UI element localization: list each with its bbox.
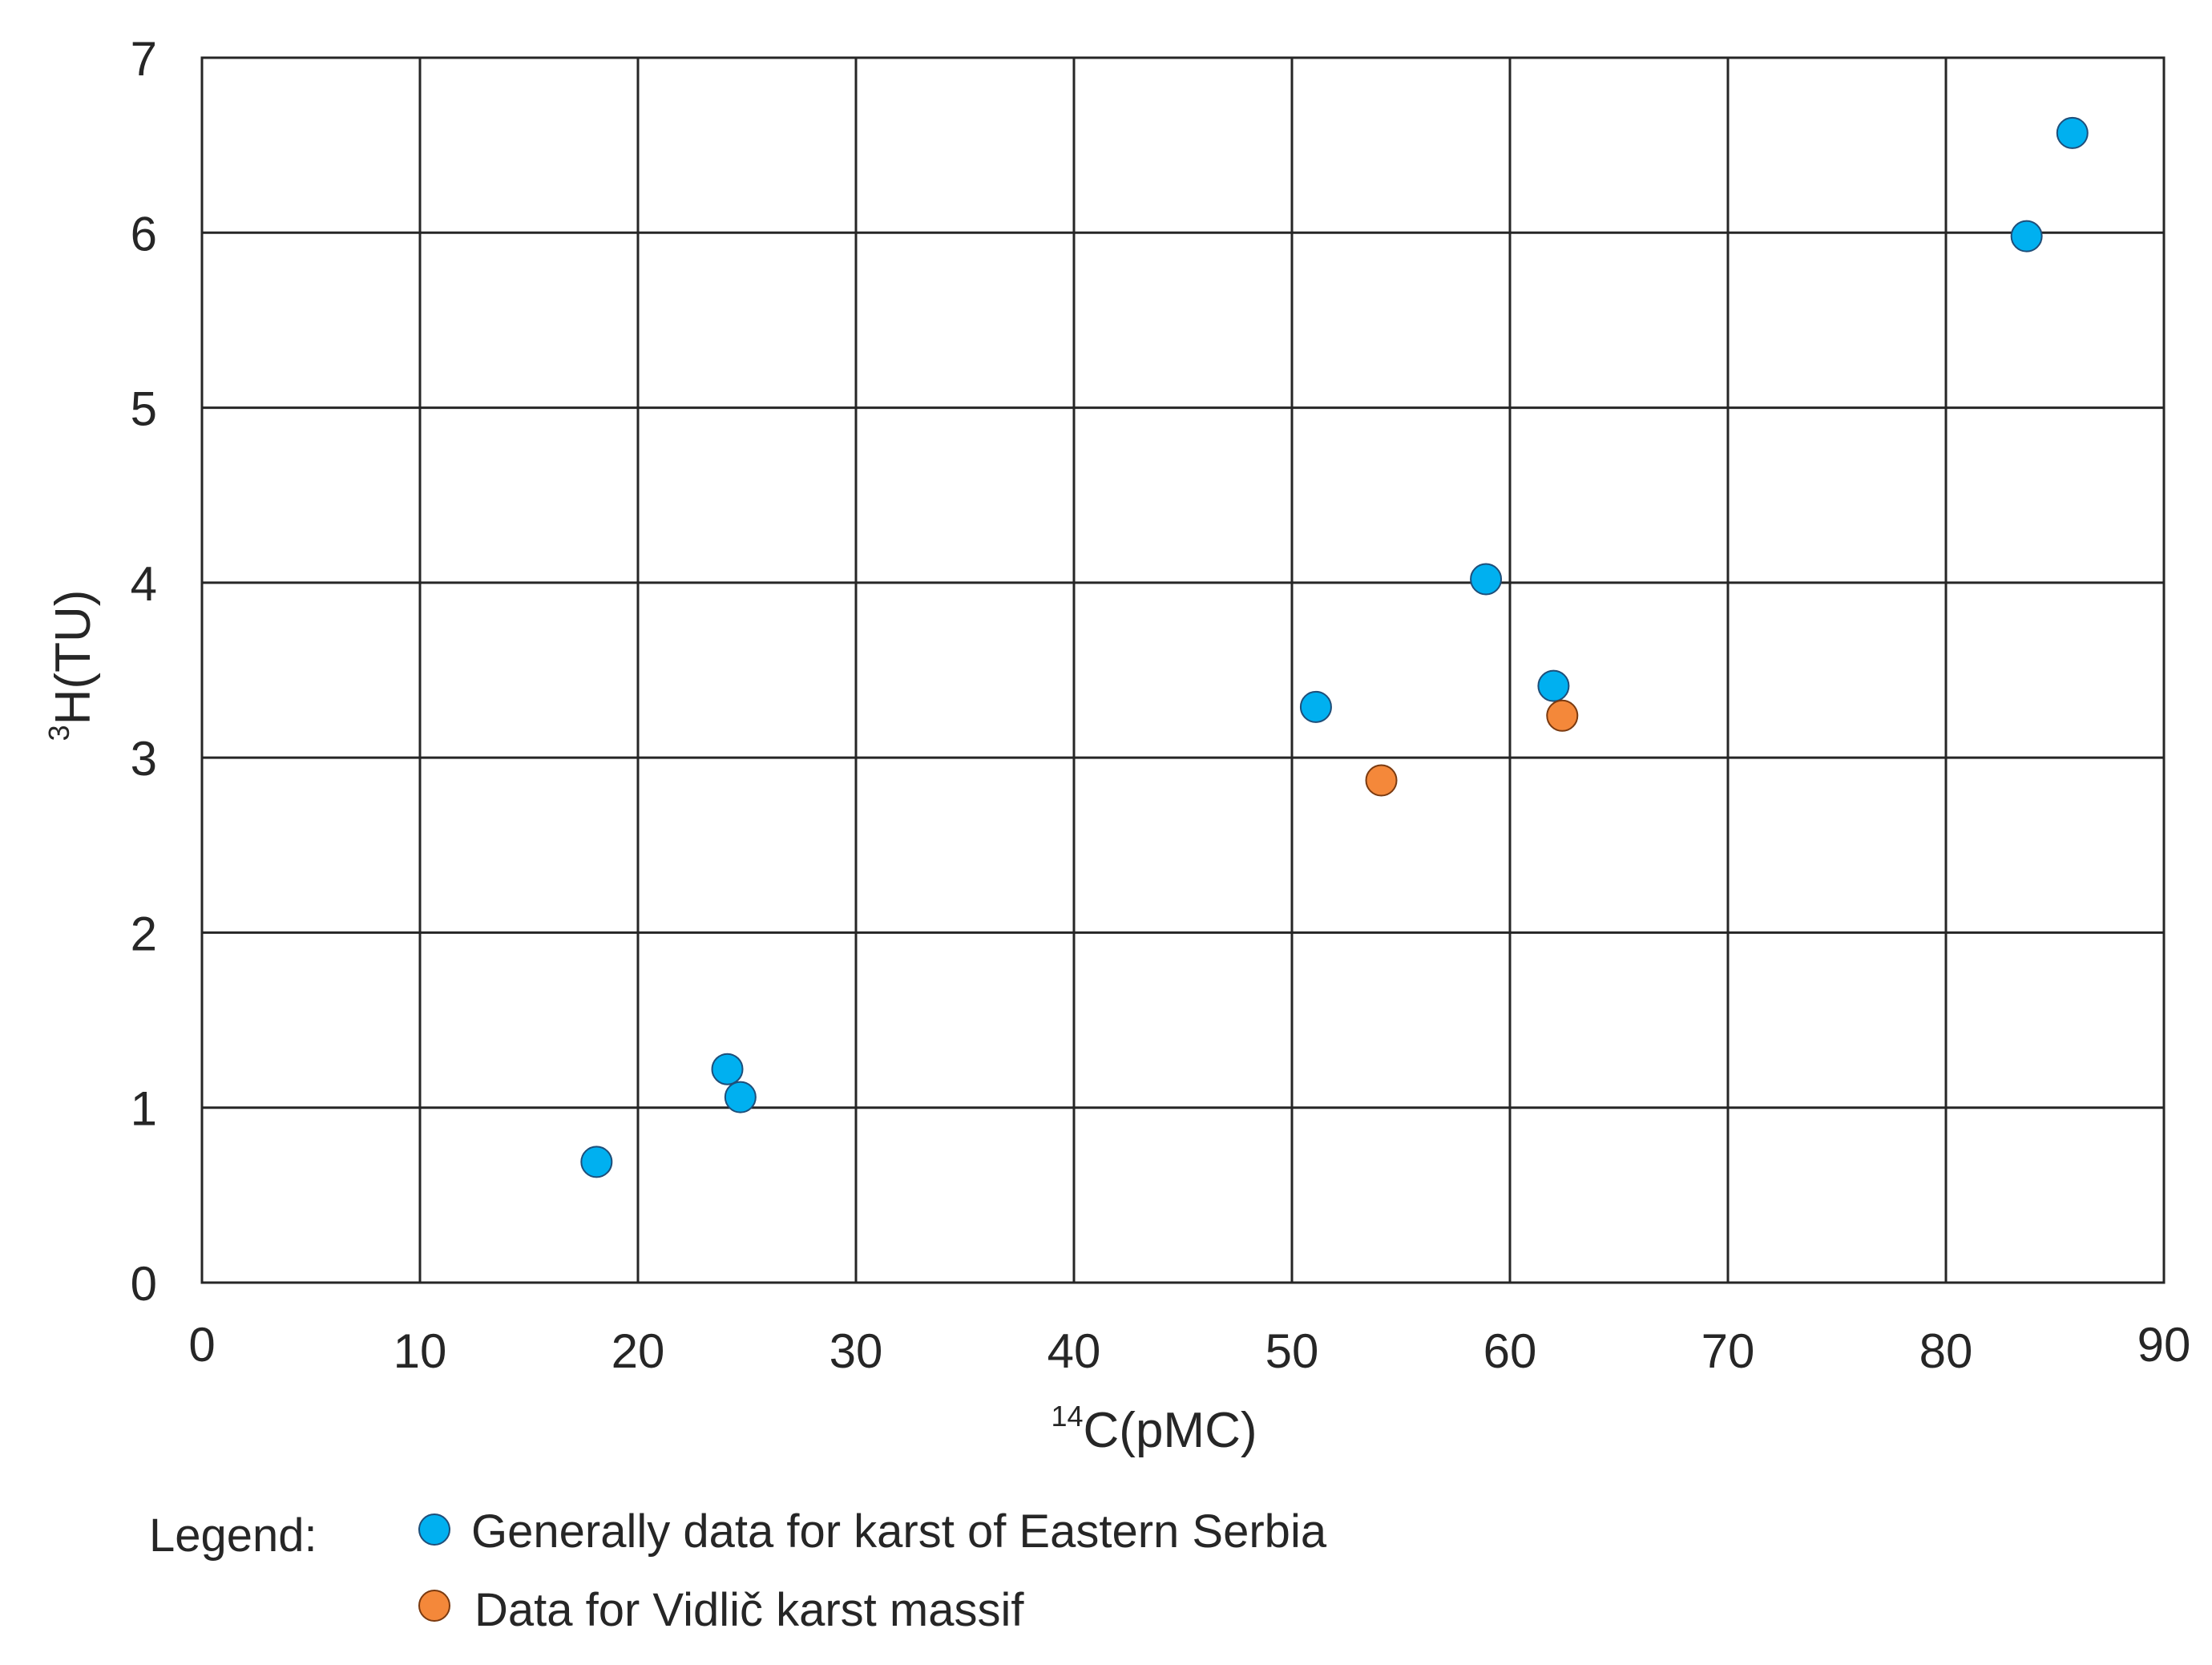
y-axis-label-superscript: 3	[42, 725, 75, 741]
y-tick-label: 2	[131, 907, 157, 960]
y-tick-label: 1	[131, 1082, 157, 1136]
x-tick-label: 80	[1919, 1324, 1973, 1378]
x-tick-label: 10	[394, 1324, 447, 1378]
x-tick-label: 20	[612, 1324, 665, 1378]
x-axis-ticks: 0 10 20 30 40 50 60 70 80 90	[188, 1318, 2190, 1378]
legend-marker-eastern-serbia	[418, 1513, 450, 1546]
data-point-series-0	[2010, 220, 2043, 253]
data-points	[580, 116, 2089, 1178]
data-point-series-1	[1365, 764, 1398, 797]
data-point-series-0	[711, 1053, 744, 1085]
x-axis-label-text: C(pMC)	[1084, 1403, 1257, 1458]
x-tick-label: 60	[1483, 1324, 1537, 1378]
x-axis-label: 14C(pMC)	[1051, 1400, 1257, 1458]
legend: Legend: Generally data for karst of East…	[149, 1505, 1327, 1636]
y-tick-label: 7	[131, 32, 157, 86]
y-tick-label: 3	[131, 732, 157, 786]
legend-title: Legend:	[149, 1509, 317, 1562]
grid-lines	[200, 56, 2166, 1284]
x-tick-label: 0	[188, 1318, 215, 1372]
legend-label-eastern-serbia: Generally data for karst of Eastern Serb…	[471, 1505, 1327, 1558]
x-axis-label-superscript: 14	[1051, 1400, 1083, 1433]
legend-marker-vidlic	[418, 1590, 450, 1622]
plot-frame	[200, 56, 2166, 1284]
data-point-series-0	[1299, 690, 1332, 723]
y-tick-label: 0	[131, 1257, 157, 1311]
y-tick-label: 4	[131, 557, 157, 611]
y-tick-label: 5	[131, 382, 157, 436]
data-point-series-0	[580, 1146, 613, 1178]
x-tick-label: 90	[2137, 1318, 2191, 1372]
y-axis-ticks: 0 1 2 3 4 5 6 7	[131, 32, 157, 1311]
data-point-series-0	[1537, 669, 1570, 702]
data-point-series-0	[724, 1081, 757, 1113]
y-tick-label: 6	[131, 207, 157, 261]
x-tick-label: 30	[830, 1324, 883, 1378]
x-tick-label: 70	[1701, 1324, 1755, 1378]
y-axis-label: 3H(TU)	[42, 590, 101, 742]
data-point-series-1	[1546, 699, 1579, 732]
y-axis-label-text: H(TU)	[46, 590, 101, 725]
data-point-series-0	[1470, 563, 1503, 596]
x-tick-label: 40	[1047, 1324, 1101, 1378]
legend-label-vidlic: Data for Vidlič karst massif	[474, 1584, 1024, 1636]
data-point-series-0	[2056, 116, 2089, 149]
x-tick-label: 50	[1265, 1324, 1319, 1378]
